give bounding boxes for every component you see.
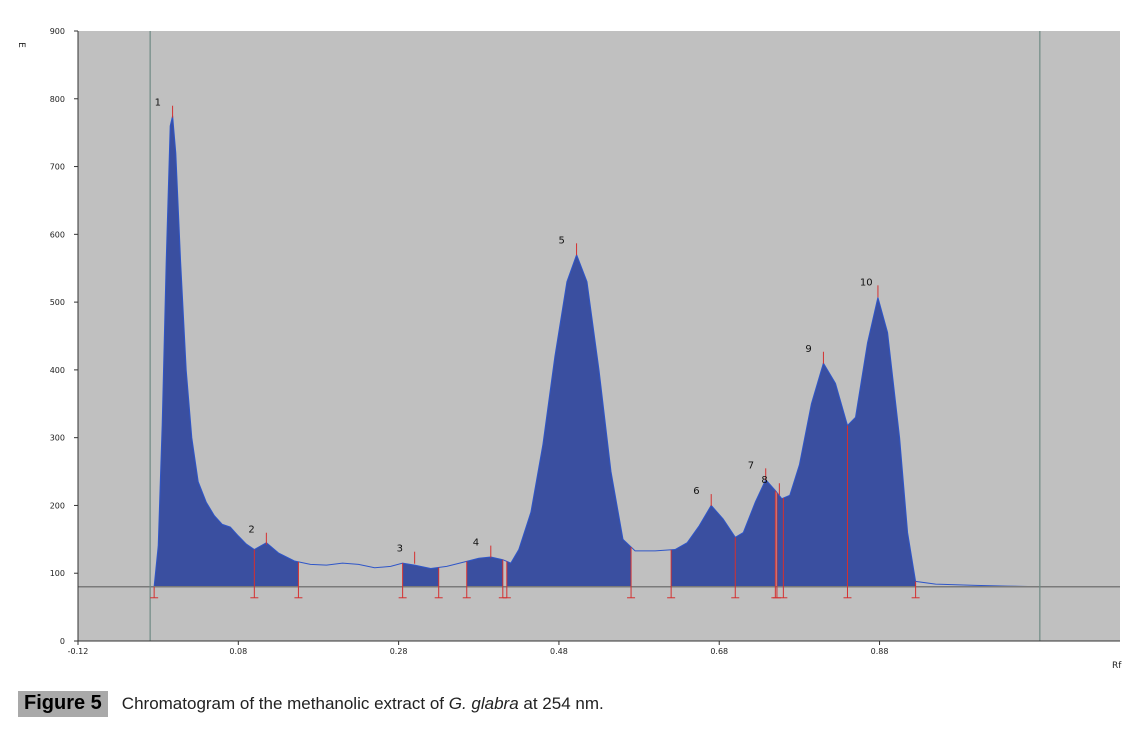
y-tick-label-500: 500 bbox=[50, 298, 65, 307]
peak-label-10: 10 bbox=[860, 277, 873, 288]
y-tick-label-100: 100 bbox=[50, 569, 65, 578]
figure-caption: Figure 5 Chromatogram of the methanolic … bbox=[18, 690, 604, 718]
x-tick-label-0.08: 0.08 bbox=[229, 647, 247, 656]
y-tick-label-700: 700 bbox=[50, 163, 65, 172]
peak-label-4: 4 bbox=[473, 538, 479, 549]
peak-label-6: 6 bbox=[693, 486, 699, 497]
peak-label-5: 5 bbox=[559, 235, 565, 246]
x-tick-label-0.48: 0.48 bbox=[550, 647, 568, 656]
peak-area-9 bbox=[783, 363, 848, 587]
chromatogram-trace bbox=[153, 115, 1040, 588]
y-tick-label-300: 300 bbox=[50, 434, 65, 443]
caption-text-before: Chromatogram of the methanolic extract o… bbox=[121, 694, 449, 713]
x-axis-title: Rf bbox=[1112, 661, 1122, 671]
peak-label-8: 8 bbox=[761, 475, 767, 486]
peak-area-10 bbox=[847, 297, 916, 587]
y-tick-label-400: 400 bbox=[50, 366, 65, 375]
figure-caption-text: Chromatogram of the methanolic extract o… bbox=[122, 694, 604, 714]
peak-area-6 bbox=[671, 505, 736, 587]
caption-species: G. glabra bbox=[448, 694, 519, 713]
x-tick-label-0.88: 0.88 bbox=[871, 647, 889, 656]
peak-area-3 bbox=[402, 563, 439, 587]
y-tick-label-0: 0 bbox=[60, 637, 65, 646]
peak-area-8 bbox=[776, 492, 784, 587]
figure-number-badge: Figure 5 bbox=[18, 691, 108, 717]
peak-label-7: 7 bbox=[748, 460, 754, 471]
caption-text-after: at 254 nm. bbox=[518, 694, 604, 713]
peak-label-9: 9 bbox=[805, 344, 811, 355]
y-tick-label-900: 900 bbox=[50, 27, 65, 36]
peak-label-1: 1 bbox=[155, 98, 161, 109]
chromatogram-chart: 0 100 200 300 400 500 600 700 800 900 -0.12 0.08 0.2… bbox=[16, 27, 1122, 671]
y-tick-label-600: 600 bbox=[50, 230, 65, 239]
peak-area-4 bbox=[466, 557, 503, 587]
x-tick-label-0.28: 0.28 bbox=[390, 647, 408, 656]
y-tick-label-800: 800 bbox=[50, 95, 65, 104]
peak-area-5 bbox=[506, 254, 632, 587]
y-axis-title: E bbox=[16, 42, 26, 48]
peak-area-7 bbox=[735, 479, 776, 587]
x-tick-label-0.68: 0.68 bbox=[710, 647, 728, 656]
peak-label-2: 2 bbox=[248, 525, 254, 536]
peak-area-2 bbox=[254, 542, 299, 587]
x-tick-label--0.12: -0.12 bbox=[68, 647, 89, 656]
peak-label-3: 3 bbox=[397, 544, 403, 555]
y-tick-label-200: 200 bbox=[50, 501, 65, 510]
